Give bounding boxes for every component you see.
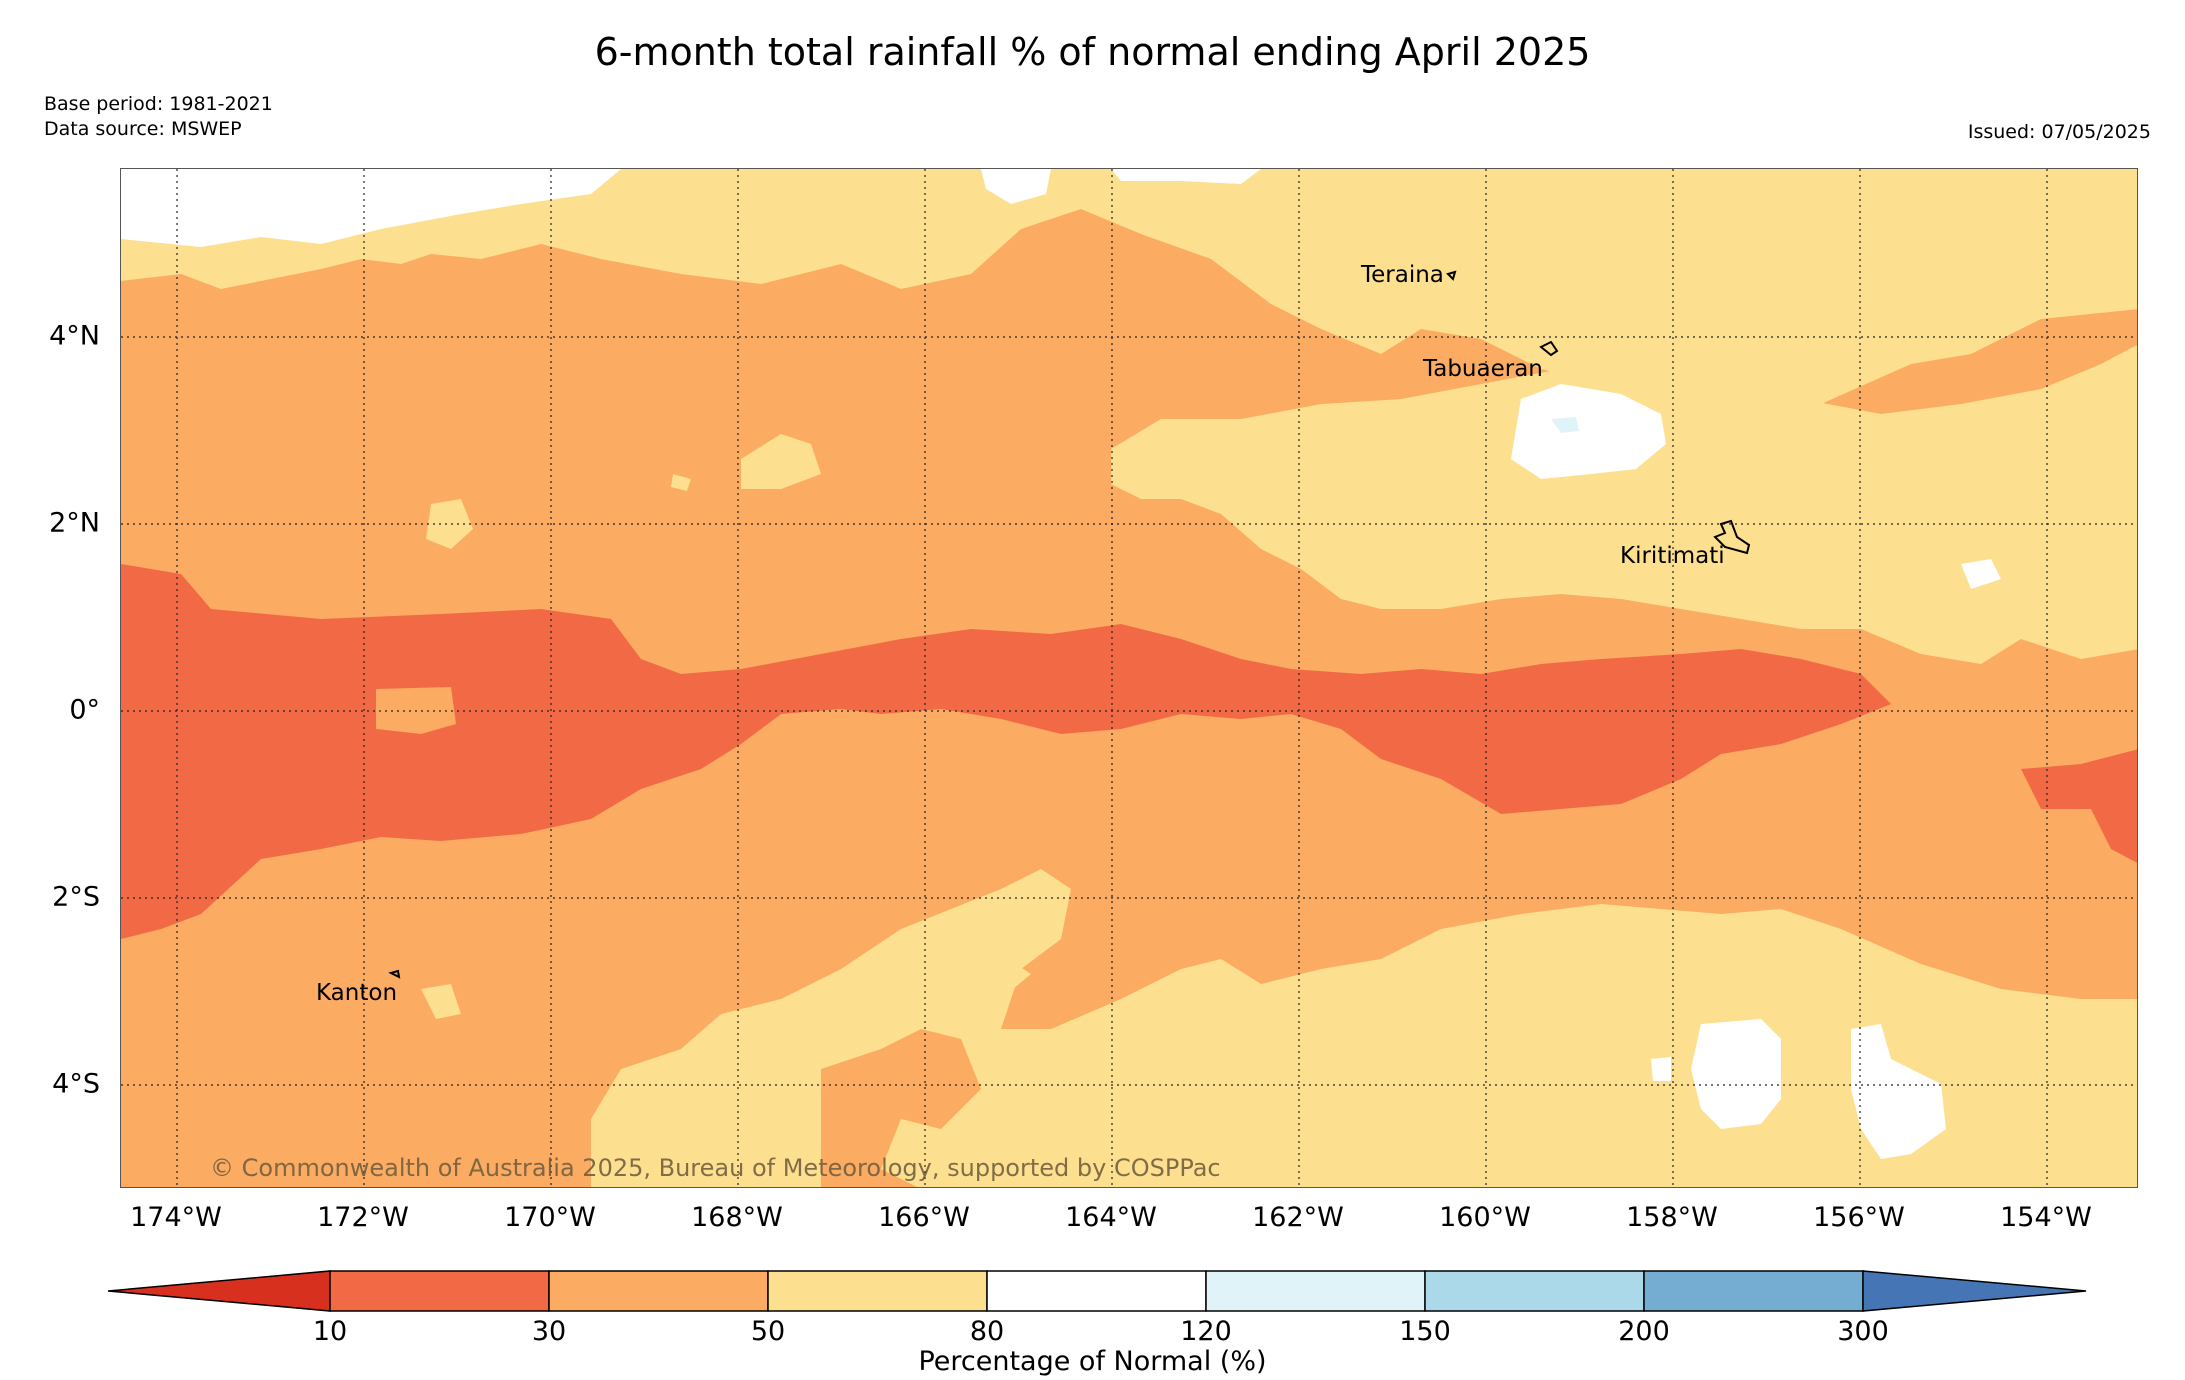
graticule: [121, 169, 2137, 1187]
lon-label-170w: 170°W: [504, 1202, 596, 1233]
band-50-80-patch-2: [426, 499, 473, 549]
colorbar-tick-80: 80: [969, 1316, 1005, 1347]
island-kanton: [388, 969, 401, 979]
lon-label-154w: 154°W: [2000, 1202, 2092, 1233]
colorbar-tick-150: 150: [1399, 1316, 1451, 1347]
colorbar-swatch-80-120: [986, 1270, 1207, 1312]
map-metadata: Base period: 1981-2021 Data source: MSWE…: [44, 92, 273, 142]
colorbar-high-extend: [1862, 1270, 2087, 1312]
rainfall-map-canvas: [121, 169, 2137, 1187]
band-50-80-central: [1111, 345, 2137, 664]
lat-label-2n: 2°N: [49, 507, 100, 539]
band-10-30-equator: [121, 564, 1891, 939]
band-80-120-north-3: [1111, 169, 1261, 184]
colorbar-low-extend: [108, 1270, 331, 1312]
colorbar-swatch-120-150: [1205, 1270, 1426, 1312]
rainfall-map: [120, 168, 2138, 1188]
island-kiritimati: [1713, 519, 1751, 555]
lon-label-172w: 172°W: [317, 1202, 409, 1233]
band-50-80-north: [121, 169, 2137, 414]
band-80-120-south-2: [1851, 1024, 1946, 1159]
band-50-80-south-3: [421, 984, 461, 1019]
band-30-50-south-inlet: [821, 1029, 981, 1187]
island-tabuaeran: [1539, 340, 1559, 357]
band-80-120-central-1: [1511, 384, 1666, 479]
band-80-120-north-1: [121, 169, 621, 247]
colorbar-title: Percentage of Normal (%): [918, 1346, 1267, 1377]
colorbar-swatch-50-80: [767, 1270, 988, 1312]
lat-label-equator: 0°: [69, 694, 100, 726]
band-50-80-patch-3: [671, 474, 691, 491]
colorbar-tick-50: 50: [750, 1316, 786, 1347]
band-80-120-central-2: [1551, 417, 1579, 433]
map-title: 6-month total rainfall % of normal endin…: [594, 30, 1591, 74]
base-period: Base period: 1981-2021: [44, 93, 273, 115]
colorbar-tick-120: 120: [1180, 1316, 1232, 1347]
colorbar-tick-30: 30: [531, 1316, 567, 1347]
place-label-kiritimati: Kiritimati: [1620, 543, 1725, 569]
band-80-120-south-1: [1691, 1019, 1781, 1129]
colorbar-tick-200: 200: [1618, 1316, 1670, 1347]
lat-label-4n: 4°N: [49, 320, 100, 352]
copyright-notice: © Commonwealth of Australia 2025, Bureau…: [210, 1154, 1221, 1182]
lon-label-166w: 166°W: [878, 1202, 970, 1233]
colorbar-tick-10: 10: [312, 1316, 348, 1347]
issued-date: Issued: 07/05/2025: [1967, 121, 2151, 143]
colorbar-swatch-10-30: [329, 1270, 550, 1312]
lat-label-4s: 4°S: [52, 1068, 100, 1100]
lon-label-162w: 162°W: [1252, 1202, 1344, 1233]
lat-label-2s: 2°S: [52, 881, 100, 913]
lon-label-160w: 160°W: [1439, 1202, 1531, 1233]
lon-label-168w: 168°W: [691, 1202, 783, 1233]
band-50-80-south-2: [951, 954, 1031, 999]
lon-label-164w: 164°W: [1065, 1202, 1157, 1233]
band-10-30-east: [2021, 749, 2137, 863]
colorbar-swatch-150-200: [1424, 1270, 1645, 1312]
lon-label-156w: 156°W: [1813, 1202, 1905, 1233]
place-label-kanton: Kanton: [316, 980, 398, 1006]
island-outlines: [388, 270, 1751, 979]
lon-label-158w: 158°W: [1626, 1202, 1718, 1233]
colorbar-swatch-200-300: [1643, 1270, 1864, 1312]
colorbar-swatch-30-50: [548, 1270, 769, 1312]
data-source: Data source: MSWEP: [44, 118, 242, 140]
island-teraina: [1446, 270, 1457, 281]
band-50-80-patch-1: [741, 434, 821, 489]
place-label-tabuaeran: Tabuaeran: [1423, 356, 1543, 382]
lon-label-174w: 174°W: [130, 1202, 222, 1233]
band-80-120-central-3: [1961, 559, 2001, 589]
band-80-120-north-2: [981, 169, 1051, 204]
band-80-120-south-3: [1651, 1057, 1671, 1081]
colorbar: [108, 1270, 2087, 1312]
place-label-teraina: Teraina: [1361, 262, 1444, 288]
colorbar-tick-300: 300: [1837, 1316, 1889, 1347]
